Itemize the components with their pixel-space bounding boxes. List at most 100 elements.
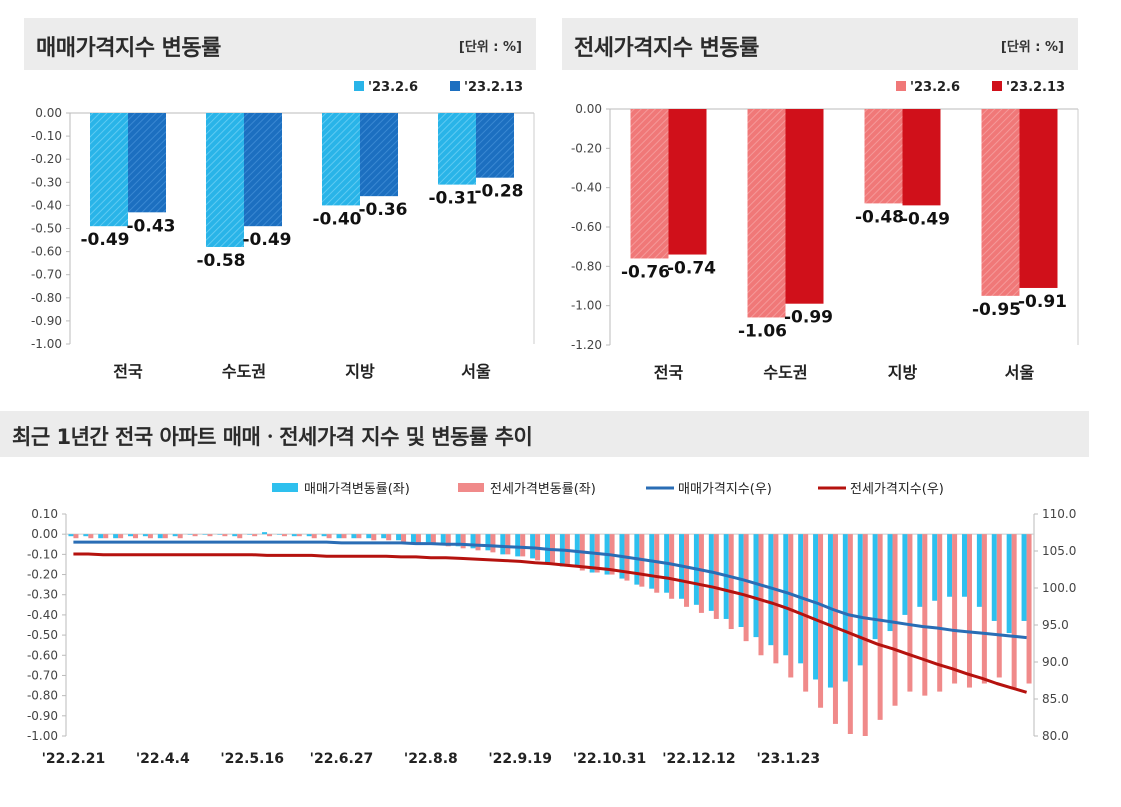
c1-y-tick-label: -1.00 [571, 299, 602, 313]
c1-data-label: -0.91 [1018, 292, 1067, 312]
c0-data-label: -0.58 [197, 251, 246, 271]
c0-data-label: -0.36 [359, 200, 408, 220]
c1-data-label: -0.74 [667, 259, 716, 279]
c0-bar-curr [244, 113, 282, 227]
c2-jeonse-rate-bar [475, 534, 481, 551]
c2-right-tick-label: 85.0 [1042, 692, 1069, 706]
c0-bar-curr [128, 113, 166, 213]
c2-jeonse-rate-bar [803, 534, 809, 692]
c2-jeonse-rate-bar [281, 534, 287, 537]
c2-jeonse-rate-bar [758, 534, 764, 656]
c2-sale-rate-bar [142, 534, 148, 537]
c2-sale-rate-bar [321, 534, 327, 537]
c2-jeonse-rate-bar [952, 534, 958, 684]
c2-sale-rate-bar [381, 534, 387, 539]
c2-sale-rate-bar [827, 534, 833, 688]
c2-jeonse-rate-bar [669, 534, 675, 599]
c2-legend-label: 전세가격지수(우) [850, 482, 944, 497]
jeonse-panel-title: 전세가격지수 변동률 [574, 36, 759, 61]
c2-sale-rate-bar [455, 534, 461, 547]
c1-y-tick-label: -0.20 [571, 141, 602, 155]
c2-sale-rate-bar [753, 534, 759, 638]
c2-sale-rate-bar [366, 534, 372, 539]
c2-sale-rate-bar [783, 534, 789, 656]
c1-bar-curr [785, 109, 824, 304]
c2-jeonse-rate-bar [103, 534, 109, 539]
c2-x-tick-label: '22.8.8 [404, 751, 458, 767]
c1-data-label: -1.06 [738, 321, 787, 341]
trend-panel-title: 최근 1년간 전국 아파트 매매ㆍ전세가격 지수 및 변동률 추이 [12, 425, 533, 449]
c1-y-tick-label: -0.40 [571, 181, 602, 195]
c2-jeonse-rate-bar [966, 534, 972, 688]
c2-right-tick-label: 105.0 [1042, 544, 1076, 558]
c2-sale-rate-bar [68, 534, 74, 537]
c2-sale-rate-bar [991, 534, 997, 621]
c2-sale-rate-bar [1006, 534, 1012, 634]
c2-x-tick-label: '23.1.23 [756, 751, 820, 767]
c0-data-label: -0.40 [313, 209, 362, 229]
c0-bar-curr [360, 113, 398, 197]
c2-jeonse-rate-bar [996, 534, 1002, 678]
sale-panel-unit: [단위 : %] [458, 40, 522, 55]
c0-y-tick-label: -0.10 [31, 129, 62, 143]
c0-y-tick-label: -0.90 [31, 314, 62, 328]
c2-jeonse-rate-bar [147, 534, 153, 539]
c2-legend-label: 전세가격변동률(좌) [490, 482, 596, 497]
c1-category-label: 수도권 [763, 363, 807, 382]
c2-jeonse-index-line [73, 552, 1028, 694]
c0-y-tick-label: -0.70 [31, 268, 62, 282]
c2-sale-rate-bar [98, 534, 104, 539]
c0-bar-prev [322, 113, 360, 206]
c2-sale-rate-bar [813, 534, 819, 680]
c0-legend-swatch [354, 81, 364, 91]
jeonse-panel-header: 전세가격지수 변동률 [단위 : %] [562, 18, 1078, 70]
c2-right-tick-label: 80.0 [1042, 729, 1069, 743]
c0-category-label: 수도권 [222, 362, 266, 381]
c1-bar-prev [864, 109, 903, 204]
c0-y-tick-label: 0.00 [35, 106, 62, 120]
c2-left-tick-label: -0.30 [27, 588, 58, 602]
c1-y-tick-label: -0.80 [571, 259, 602, 273]
c2-sale-rate-bar [172, 534, 178, 537]
c1-category-label: 서울 [1005, 363, 1035, 382]
c2-sale-rate-bar [83, 534, 89, 537]
c2-sale-rate-bar [932, 534, 938, 601]
c2-x-tick-label: '22.2.21 [42, 751, 106, 767]
c2-jeonse-rate-bar [207, 534, 213, 537]
jeonse-panel-unit: [단위 : %] [1000, 40, 1064, 55]
c2-sale-rate-bar [262, 532, 268, 535]
c2-sale-rate-bar [842, 534, 848, 682]
c2-jeonse-rate-bar [386, 534, 392, 541]
c2-jeonse-rate-bar [192, 534, 198, 537]
c0-bar-prev [90, 113, 128, 227]
c2-x-tick-label: '22.12.12 [662, 751, 735, 767]
c2-legend-label: 매매가격변동률(좌) [304, 482, 410, 497]
c1-bar-curr [668, 109, 707, 255]
c2-jeonse-rate-bar [490, 534, 496, 553]
c2-sale-rate-bar [768, 534, 774, 646]
c0-y-tick-label: -0.60 [31, 245, 62, 259]
c2-x-tick-label: '22.5.16 [220, 751, 284, 767]
c2-left-tick-label: -0.70 [27, 668, 58, 682]
c2-x-tick-label: '22.9.19 [488, 751, 552, 767]
c2-left-tick-label: -0.40 [27, 608, 58, 622]
c2-jeonse-rate-bar [356, 534, 362, 539]
c0-data-label: -0.43 [127, 216, 176, 236]
c2-sale-rate-bar [857, 534, 863, 666]
c2-x-tick-label: '22.4.4 [136, 751, 190, 767]
c1-legend-label: '23.2.13 [1006, 80, 1065, 95]
c2-jeonse-rate-bar [371, 534, 377, 541]
c2-sale-rate-bar [530, 534, 536, 559]
c1-y-tick-label: -0.60 [571, 220, 602, 234]
c0-legend-label: '23.2.6 [368, 80, 418, 95]
c2-jeonse-rate-bar [1026, 534, 1032, 684]
c2-jeonse-rate-bar [698, 534, 704, 613]
c2-left-tick-label: -0.90 [27, 709, 58, 723]
c1-data-label: -0.48 [855, 207, 904, 227]
c1-y-tick-label: 0.00 [575, 102, 602, 116]
c2-jeonse-rate-bar [162, 534, 168, 539]
c2-sale-rate-bar [187, 534, 193, 535]
c1-legend-swatch [896, 81, 906, 91]
c2-jeonse-rate-bar [981, 534, 987, 684]
c2-jeonse-rate-bar [713, 534, 719, 619]
